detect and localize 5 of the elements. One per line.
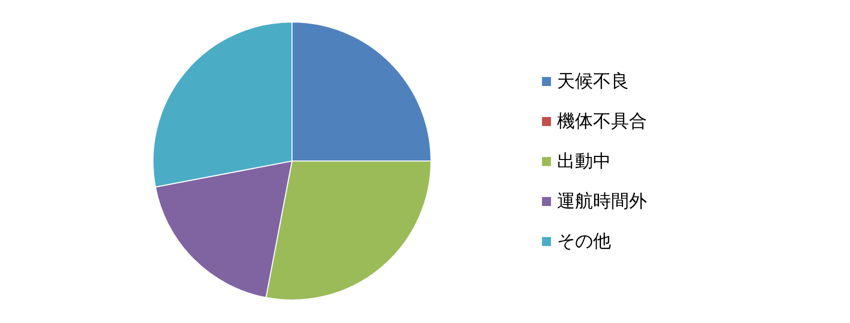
legend-label: その他 (557, 231, 611, 252)
legend-label: 機体不具合 (557, 111, 647, 132)
legend-label: 出動中 (557, 151, 611, 172)
legend-label: 運航時間外 (557, 191, 647, 212)
legend-label: 天候不良 (557, 71, 629, 92)
